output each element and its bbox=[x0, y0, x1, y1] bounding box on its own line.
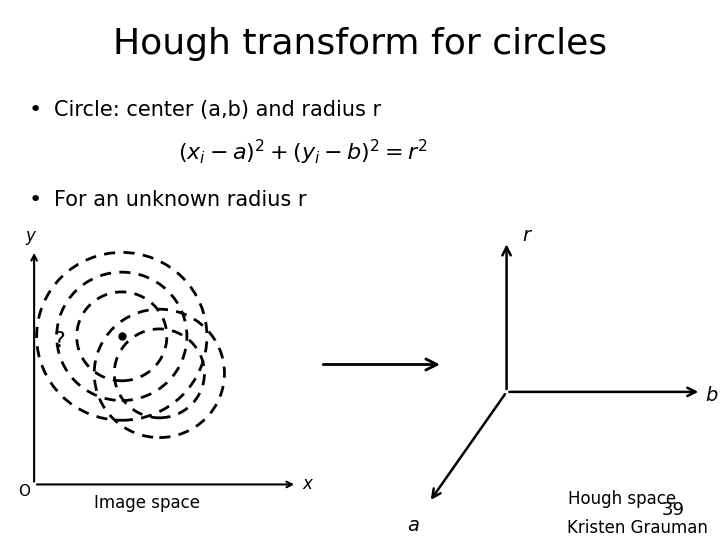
Text: x: x bbox=[302, 475, 312, 494]
Text: Kristen Grauman: Kristen Grauman bbox=[567, 519, 708, 537]
Text: a: a bbox=[408, 516, 420, 535]
Text: Circle: center (a,b) and radius r: Circle: center (a,b) and radius r bbox=[54, 100, 381, 120]
Text: 39: 39 bbox=[662, 501, 685, 519]
Text: b: b bbox=[706, 387, 718, 406]
Text: r: r bbox=[522, 226, 530, 245]
Text: ?: ? bbox=[53, 331, 65, 352]
Text: •: • bbox=[29, 100, 42, 120]
Text: Image space: Image space bbox=[94, 494, 200, 512]
Text: For an unknown radius r: For an unknown radius r bbox=[54, 190, 307, 210]
Text: Hough transform for circles: Hough transform for circles bbox=[113, 27, 607, 61]
Text: Hough space: Hough space bbox=[567, 490, 675, 508]
Text: •: • bbox=[29, 190, 42, 210]
Text: O: O bbox=[18, 484, 30, 500]
Text: $(x_i - a)^2 + (y_i - b)^2 = r^2$: $(x_i - a)^2 + (y_i - b)^2 = r^2$ bbox=[178, 138, 427, 167]
Text: y: y bbox=[25, 227, 35, 245]
